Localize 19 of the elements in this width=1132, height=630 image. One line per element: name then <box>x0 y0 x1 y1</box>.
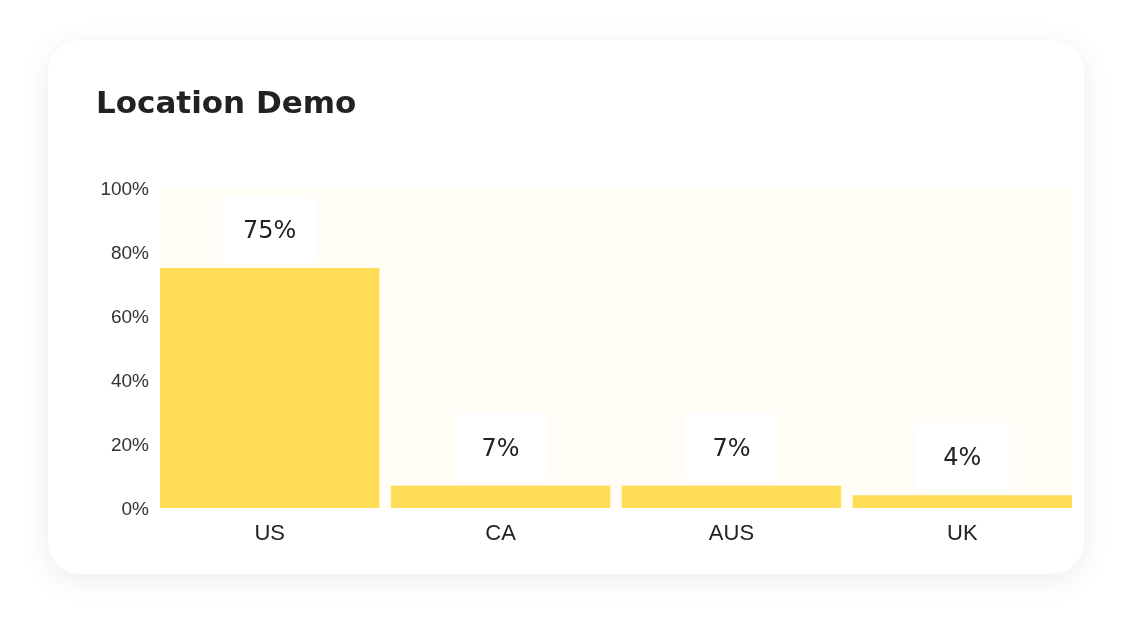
x-tick-label: US <box>254 519 285 545</box>
x-tick-label: AUS <box>708 519 755 545</box>
bar <box>852 495 1072 508</box>
y-tick-label: 100% <box>100 177 150 199</box>
data-label: 4% <box>943 443 982 472</box>
chart-title: Location Demo <box>96 84 357 120</box>
x-tick-label: UK <box>947 519 978 545</box>
bar <box>160 268 380 508</box>
data-label: 75% <box>243 216 297 244</box>
y-tick-label: 40% <box>110 369 150 391</box>
data-label: 7% <box>481 433 520 462</box>
bar <box>621 485 842 508</box>
bar <box>390 485 611 508</box>
x-tick-label: CA <box>485 519 517 545</box>
y-tick-label: 0% <box>121 497 150 519</box>
y-tick-label: 80% <box>110 241 150 263</box>
y-tick-label: 60% <box>110 305 150 327</box>
data-label: 7% <box>712 433 751 462</box>
y-tick-label: 20% <box>110 433 150 455</box>
